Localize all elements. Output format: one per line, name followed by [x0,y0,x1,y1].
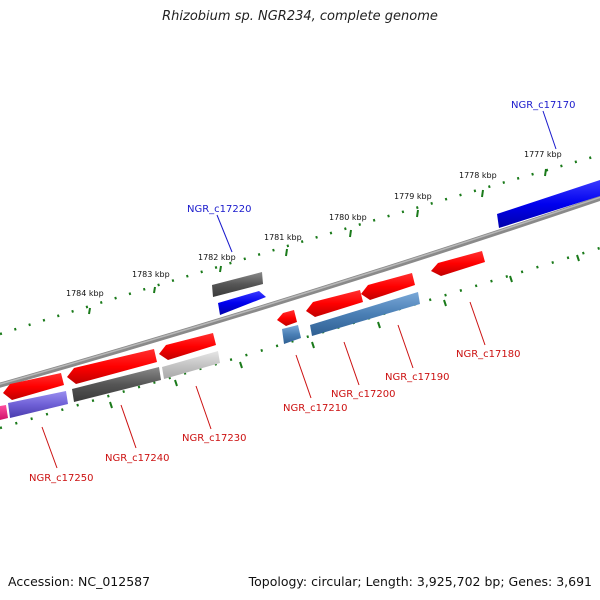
gene-feature[interactable] [72,367,161,402]
gene-label[interactable]: NGR_c17250 [29,473,94,484]
gene-label[interactable]: NGR_c17230 [182,433,247,444]
gene-feature[interactable] [497,180,600,228]
ruler-label: 1783 kbp [132,270,170,279]
ruler-labels: 1777 kbp 1778 kbp 1779 kbp 1780 kbp 1781… [66,150,562,298]
gene-feature[interactable] [0,405,8,420]
gene-feature[interactable] [282,325,301,344]
gene-feature[interactable] [306,290,363,317]
gene-label[interactable]: NGR_c17190 [385,372,450,383]
accession-label: Accession: NC_012587 [8,574,151,589]
gene-feature[interactable] [212,272,263,297]
gene-feature[interactable] [159,333,216,360]
map-title: Rhizobium sp. NGR234, complete genome [162,9,438,24]
ruler-label: 1779 kbp [394,192,432,201]
gene-feature[interactable] [8,391,68,418]
ruler-label: 1784 kbp [66,289,104,298]
genome-backbone [0,195,600,388]
gene-label[interactable]: NGR_c17210 [283,403,348,414]
gene-label[interactable]: NGR_c17200 [331,389,396,400]
plus-strand-genes [212,180,600,315]
gene-feature[interactable] [3,373,64,400]
gene-feature[interactable] [67,349,157,384]
gene-label[interactable]: NGR_c17180 [456,349,521,360]
gene-label[interactable]: NGR_c17220 [187,204,252,215]
inner-ruler [0,246,600,430]
gene-labels: NGR_c17170 NGR_c17220 NGR_c17180 NGR_c17… [29,100,576,484]
outer-ruler [0,153,600,336]
gene-feature[interactable] [162,351,220,379]
minus-strand-genes [0,251,485,420]
ruler-label: 1780 kbp [329,213,367,222]
gene-feature[interactable] [361,273,415,300]
gene-feature[interactable] [310,292,420,336]
leader-lines [41,110,557,469]
ruler-label: 1782 kbp [198,253,236,262]
gene-feature[interactable] [431,251,485,276]
ruler-label: 1777 kbp [524,150,562,159]
ruler-label: 1778 kbp [459,171,497,180]
ruler-label: 1781 kbp [264,233,302,242]
genome-summary: Topology: circular; Length: 3,925,702 bp… [248,574,592,589]
gene-label[interactable]: NGR_c17240 [105,453,170,464]
gene-feature[interactable] [277,310,297,326]
gene-feature[interactable] [218,291,266,315]
gene-label[interactable]: NGR_c17170 [511,100,576,111]
